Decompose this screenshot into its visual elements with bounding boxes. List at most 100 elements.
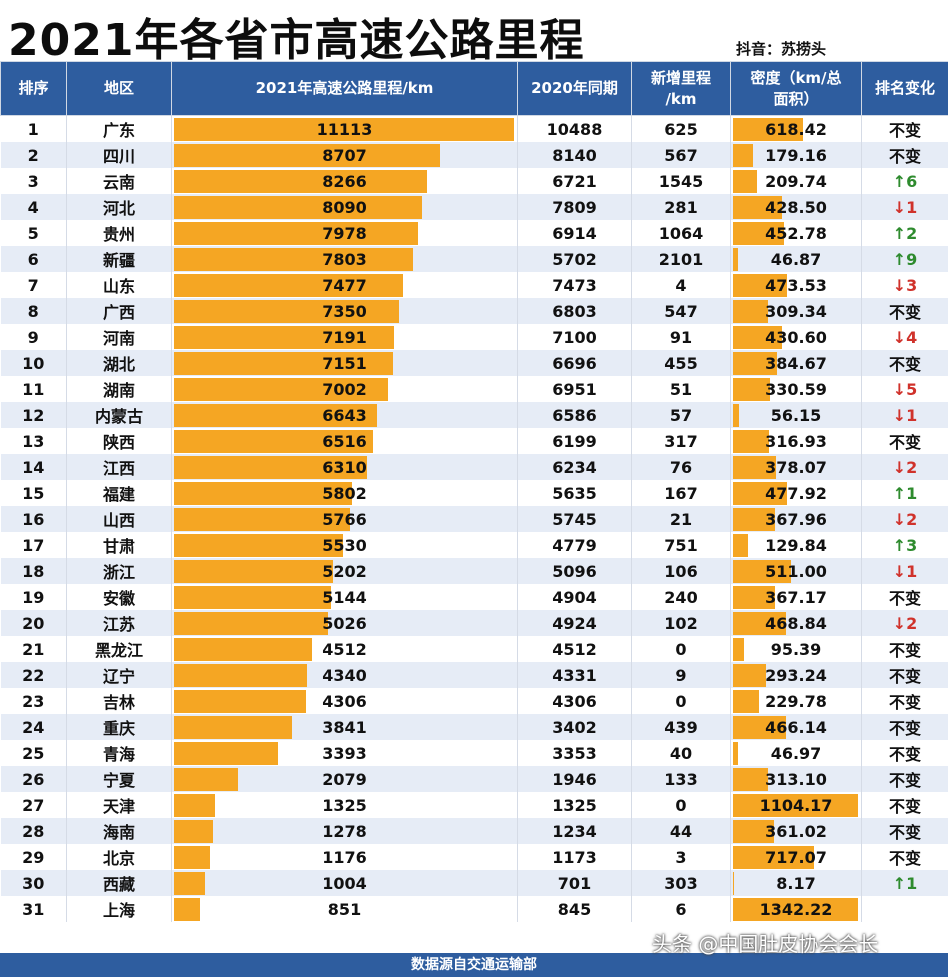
region-cell: 山东 [66, 272, 172, 298]
author-credit: 抖音：苏捞头 [736, 40, 827, 58]
km2021-bar [174, 872, 205, 895]
km2020-cell: 1173 [517, 844, 632, 870]
region-cell: 云南 [66, 168, 172, 194]
km2021-bar-cell: 7978 [171, 220, 518, 246]
km2021-value: 4306 [322, 691, 367, 711]
rank-cell: 26 [0, 766, 67, 792]
table-row: 15 福建 5802 5635 167 477.92 ↑1 [0, 480, 948, 506]
table-row: 11 湖南 7002 6951 51 330.59 ↓5 [0, 376, 948, 402]
rank-cell: 25 [0, 740, 67, 766]
rank-change-cell: ↓1 [861, 194, 948, 220]
km2020-cell: 3353 [517, 740, 632, 766]
highway-mileage-table: 排序 地区 2021年高速公路里程/km 2020年同期 新增里程/km 密度（… [0, 61, 948, 922]
km2021-value: 8707 [322, 145, 367, 165]
region-cell: 青海 [66, 740, 172, 766]
table-row: 5 贵州 7978 6914 1064 452.78 ↑2 [0, 220, 948, 246]
rank-change-cell: ↓5 [861, 376, 948, 402]
density-bar [733, 742, 739, 765]
density-bar [733, 144, 754, 167]
density-bar-cell: 330.59 [730, 376, 862, 402]
added-cell: 51 [631, 376, 731, 402]
km2021-value: 4340 [322, 665, 367, 685]
region-cell: 新疆 [66, 246, 172, 272]
table-row: 19 安徽 5144 4904 240 367.17 不变 [0, 584, 948, 610]
table-body: 1 广东 11113 10488 625 618.42 不变 2 四川 8707 8140 567 17… [0, 115, 948, 922]
density-bar-cell: 209.74 [730, 168, 862, 194]
km2021-bar-cell: 7350 [171, 298, 518, 324]
density-bar-cell: 477.92 [730, 480, 862, 506]
rank-cell: 11 [0, 376, 67, 402]
added-cell: 4 [631, 272, 731, 298]
km2020-cell: 4779 [517, 532, 632, 558]
km2021-value: 6516 [322, 431, 367, 451]
region-cell: 贵州 [66, 220, 172, 246]
km2021-value: 4512 [322, 639, 367, 659]
density-value: 330.59 [765, 379, 827, 399]
km2021-bar [174, 144, 441, 167]
density-value: 95.39 [770, 639, 822, 659]
table-row: 28 海南 1278 1234 44 361.02 不变 [0, 818, 948, 844]
density-value: 56.15 [770, 405, 822, 425]
rank-change-cell: ↑1 [861, 480, 948, 506]
density-value: 293.24 [765, 665, 827, 685]
km2021-bar [174, 248, 413, 271]
rank-change-cell: 不变 [861, 766, 948, 792]
header-rank: 排序 [0, 61, 67, 116]
added-cell: 2101 [631, 246, 731, 272]
km2021-bar-cell: 4306 [171, 688, 518, 714]
density-bar [733, 508, 775, 531]
rank-cell: 28 [0, 818, 67, 844]
density-value: 428.50 [765, 197, 827, 217]
km2021-bar [174, 898, 201, 921]
added-cell: 3 [631, 844, 731, 870]
density-value: 316.93 [765, 431, 827, 451]
km2020-cell: 6721 [517, 168, 632, 194]
region-cell: 广西 [66, 298, 172, 324]
density-value: 430.60 [765, 327, 827, 347]
density-value: 361.02 [765, 821, 827, 841]
table-row: 24 重庆 3841 3402 439 466.14 不变 [0, 714, 948, 740]
region-cell: 天津 [66, 792, 172, 818]
km2021-bar-cell: 7002 [171, 376, 518, 402]
km2020-cell: 8140 [517, 142, 632, 168]
header-density-line1: 密度（km/总 [750, 68, 842, 87]
density-bar-cell: 316.93 [730, 428, 862, 454]
km2020-cell: 6234 [517, 454, 632, 480]
rank-cell: 31 [0, 896, 67, 922]
rank-cell: 17 [0, 532, 67, 558]
km2021-bar [174, 456, 368, 479]
density-bar [733, 248, 739, 271]
density-value: 229.78 [765, 691, 827, 711]
rank-cell: 5 [0, 220, 67, 246]
added-cell: 102 [631, 610, 731, 636]
km2021-bar-cell: 2079 [171, 766, 518, 792]
density-bar [733, 820, 774, 843]
km2020-cell: 5702 [517, 246, 632, 272]
added-cell: 1064 [631, 220, 731, 246]
density-value: 209.74 [765, 171, 827, 191]
density-value: 1342.22 [759, 899, 833, 919]
added-cell: 281 [631, 194, 731, 220]
km2020-cell: 6586 [517, 402, 632, 428]
km2021-bar-cell: 1004 [171, 870, 518, 896]
rank-cell: 1 [0, 115, 67, 142]
rank-change-cell: 不变 [861, 688, 948, 714]
km2021-value: 5026 [322, 613, 367, 633]
density-bar-cell: 95.39 [730, 636, 862, 662]
added-cell: 9 [631, 662, 731, 688]
added-cell: 0 [631, 636, 731, 662]
rank-cell: 30 [0, 870, 67, 896]
density-bar [733, 196, 782, 219]
density-bar-cell: 129.84 [730, 532, 862, 558]
rank-change-cell: 不变 [861, 142, 948, 168]
table-row: 29 北京 1176 1173 3 717.07 不变 [0, 844, 948, 870]
km2021-bar-cell: 7477 [171, 272, 518, 298]
km2021-bar-cell: 5530 [171, 532, 518, 558]
region-cell: 陕西 [66, 428, 172, 454]
region-cell: 内蒙古 [66, 402, 172, 428]
density-bar [733, 170, 757, 193]
density-value: 8.17 [776, 873, 816, 893]
rank-change-cell: 不变 [861, 792, 948, 818]
km2021-bar [174, 534, 344, 557]
rank-change-cell: 不变 [861, 662, 948, 688]
